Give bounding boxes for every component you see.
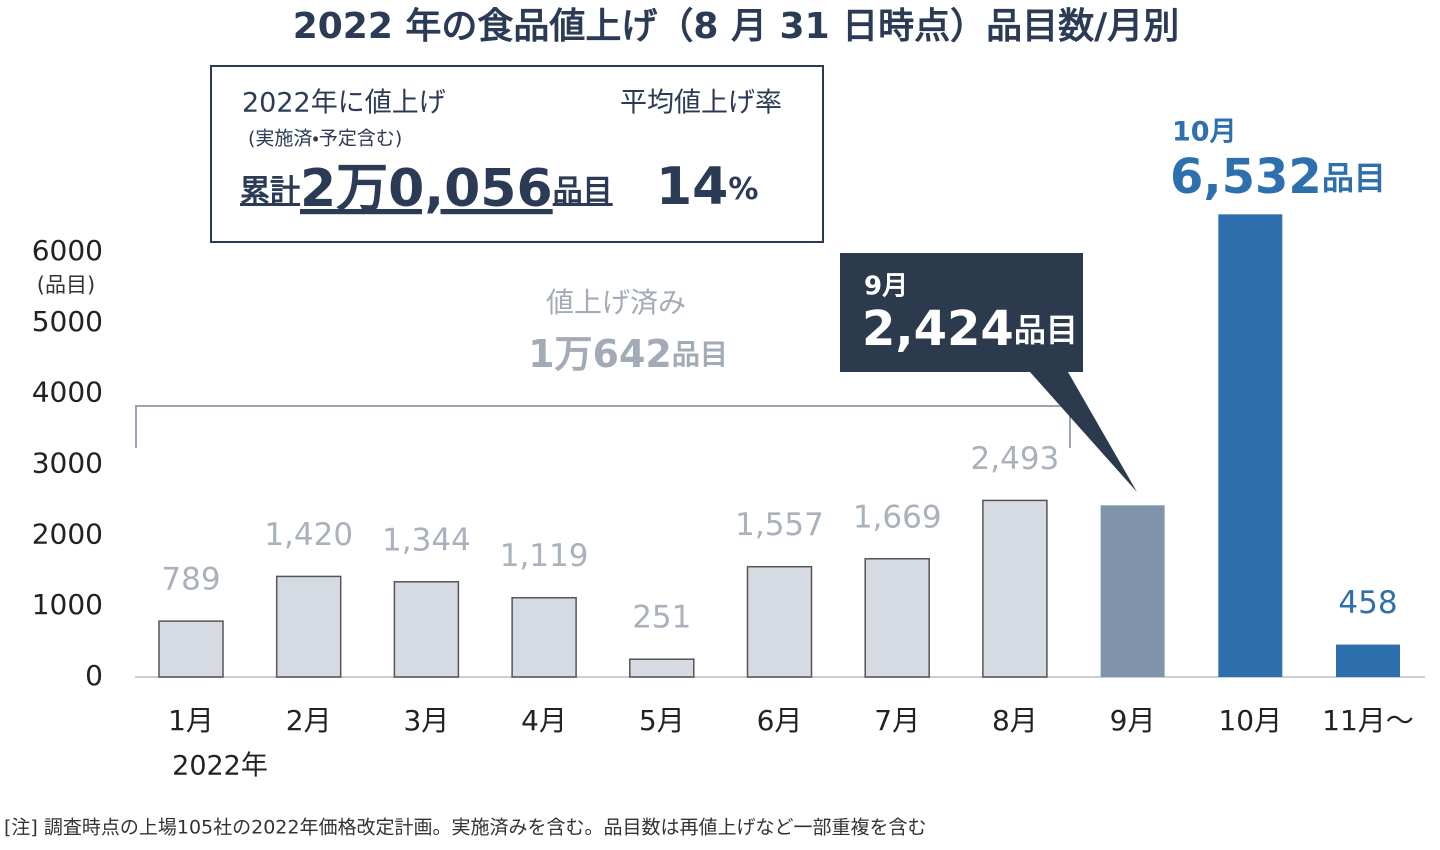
bar [982, 499, 1048, 678]
total-prefix: 累計 [240, 174, 300, 209]
value-label: 2,493 [971, 441, 1060, 477]
bar [1100, 505, 1165, 677]
x-tick-label: 5月 [639, 704, 685, 737]
x-tick-label: 10月 [1218, 704, 1282, 737]
x-tick-label: 11月〜 [1322, 704, 1414, 737]
callout-value: 6,532品目 [1170, 149, 1386, 205]
rate: 14% [656, 157, 758, 217]
bar [393, 581, 460, 678]
x-tick-label: 2月 [286, 704, 332, 737]
y-tick-label: 2000 [32, 517, 103, 550]
bracket-label: 値上げ済み [546, 286, 686, 319]
x-tick-label: 3月 [403, 704, 449, 737]
value-label: 2,424 [862, 301, 1014, 357]
bracket-unit: 品目 [672, 338, 728, 371]
x-tick-label: 7月 [874, 704, 920, 737]
bar [629, 658, 695, 678]
rate-unit: % [728, 172, 758, 207]
value-unit: 品目 [1322, 159, 1386, 197]
x-tick-label: 8月 [992, 704, 1038, 737]
bracket-total: 1万642品目 [528, 332, 728, 376]
bar [1336, 644, 1400, 677]
y-tick-label: 3000 [32, 447, 103, 480]
total-value: 2万0,056 [300, 159, 553, 219]
value-label: 1,557 [735, 507, 824, 543]
note: [注] 調査時点の上場105社の2022年価格改定計画。実施済みを含む。品目数は… [4, 817, 927, 839]
rate-value: 14 [656, 157, 728, 217]
summary-heading: 2022年に値上げ [242, 88, 446, 119]
bracket-value: 1万642 [528, 332, 672, 376]
rate-heading: 平均値上げ率 [620, 88, 782, 119]
chart-title: 2022 年の食品値上げ（8 月 31 日時点）品目数/月別 [293, 6, 1180, 47]
x-sub-label: 2022年 [172, 751, 268, 782]
y-tick-label: 5000 [32, 305, 103, 338]
value-label: 1,344 [382, 522, 471, 558]
y-tick-label: 1000 [32, 588, 103, 621]
value-unit: 品目 [1014, 311, 1078, 349]
value-label: 789 [161, 562, 220, 598]
bar [158, 620, 224, 678]
value-label: 1,420 [264, 517, 353, 553]
bar [511, 596, 577, 678]
value-label: 458 [1338, 585, 1397, 621]
x-tick-label: 9月 [1110, 704, 1156, 737]
value-label: 1,669 [853, 499, 942, 535]
value-label: 1,119 [500, 538, 589, 574]
x-tick-label: 6月 [757, 704, 803, 737]
value-label: 6,532 [1170, 149, 1322, 205]
value-label: 251 [632, 600, 691, 636]
y-tick-label: 4000 [32, 376, 103, 409]
total-unit: 品目 [553, 174, 613, 209]
bar [746, 565, 813, 678]
summary-box [210, 65, 824, 243]
y-tick-label: 6000 [32, 234, 103, 267]
bar [1218, 214, 1283, 678]
x-tick-label: 1月 [168, 704, 214, 737]
summary-subheading: (実施済・予定含む) [248, 128, 402, 150]
callout-box [840, 253, 1137, 492]
bar [275, 575, 342, 678]
y-tick-label: 0 [85, 659, 103, 692]
x-tick-label: 4月 [521, 704, 567, 737]
callout-month: 10月 [1172, 117, 1237, 148]
callout-value: 2,424品目 [862, 301, 1078, 357]
y-axis-label: (品目) [37, 273, 95, 297]
callout-month: 9月 [864, 272, 908, 302]
bracket [135, 405, 1071, 448]
bar [864, 558, 930, 678]
summary-total: 累計2万0,056品目 [240, 159, 613, 219]
